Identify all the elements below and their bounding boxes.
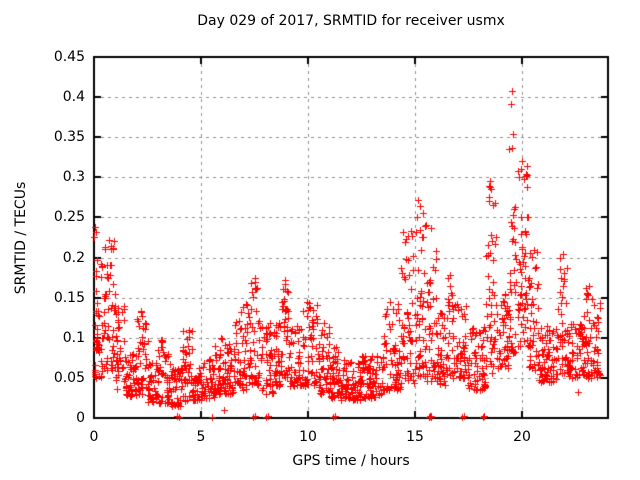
y-tick-label: 0 bbox=[76, 410, 85, 426]
y-tick-label: 0.2 bbox=[62, 250, 85, 266]
x-tick-label: 20 bbox=[513, 429, 531, 445]
x-tick-label: 10 bbox=[299, 429, 317, 445]
y-tick-label: 0.15 bbox=[53, 290, 85, 306]
x-tick-label: 0 bbox=[89, 429, 99, 445]
y-tick-label: 0.3 bbox=[62, 169, 85, 185]
y-tick-label: 0.45 bbox=[53, 49, 85, 65]
y-tick-label: 0.35 bbox=[53, 129, 85, 145]
y-tick-label: 0.05 bbox=[53, 370, 85, 386]
x-tick-label: 15 bbox=[406, 429, 424, 445]
y-tick-label: 0.4 bbox=[62, 89, 85, 105]
y-tick-label: 0.25 bbox=[53, 209, 85, 225]
x-tick-label: 5 bbox=[196, 429, 206, 445]
y-tick-label: 0.1 bbox=[62, 330, 85, 346]
